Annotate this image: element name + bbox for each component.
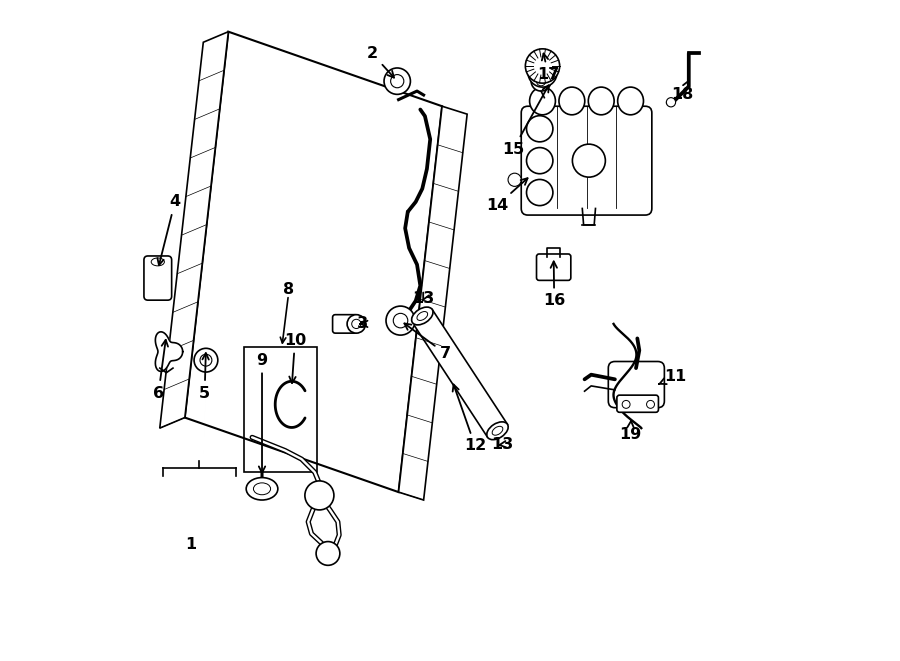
Circle shape xyxy=(526,49,560,83)
FancyBboxPatch shape xyxy=(144,256,172,300)
Text: 1: 1 xyxy=(185,537,196,553)
Circle shape xyxy=(316,541,340,565)
Polygon shape xyxy=(160,32,229,428)
Text: 17: 17 xyxy=(537,54,560,82)
Text: 15: 15 xyxy=(502,85,549,157)
Text: 9: 9 xyxy=(256,353,267,473)
Ellipse shape xyxy=(526,147,553,174)
Text: 8: 8 xyxy=(283,282,294,297)
Ellipse shape xyxy=(526,179,553,206)
Circle shape xyxy=(384,68,410,95)
Text: 14: 14 xyxy=(486,178,527,213)
FancyBboxPatch shape xyxy=(521,106,652,215)
Text: 13: 13 xyxy=(412,292,435,306)
Ellipse shape xyxy=(526,116,553,142)
Text: 13: 13 xyxy=(491,437,514,452)
Text: 4: 4 xyxy=(158,194,181,265)
Circle shape xyxy=(666,98,676,107)
FancyBboxPatch shape xyxy=(608,362,664,408)
Polygon shape xyxy=(399,106,467,500)
FancyBboxPatch shape xyxy=(536,254,571,280)
Text: 12: 12 xyxy=(453,385,486,453)
Polygon shape xyxy=(412,309,508,438)
Text: 6: 6 xyxy=(153,340,168,401)
Circle shape xyxy=(305,481,334,510)
FancyBboxPatch shape xyxy=(616,395,659,412)
Ellipse shape xyxy=(617,87,644,115)
Circle shape xyxy=(347,315,365,333)
Text: 2: 2 xyxy=(366,46,394,77)
Ellipse shape xyxy=(589,87,614,115)
Text: 7: 7 xyxy=(404,323,451,361)
Text: 5: 5 xyxy=(199,353,211,401)
Text: 16: 16 xyxy=(543,261,565,308)
Ellipse shape xyxy=(411,307,433,325)
Text: 18: 18 xyxy=(671,81,693,102)
Circle shape xyxy=(508,173,521,186)
Circle shape xyxy=(622,401,630,408)
Ellipse shape xyxy=(247,478,278,500)
Circle shape xyxy=(528,58,557,87)
Text: 10: 10 xyxy=(284,333,306,383)
Circle shape xyxy=(572,144,606,177)
Ellipse shape xyxy=(559,87,585,115)
Text: 3: 3 xyxy=(357,317,368,331)
Circle shape xyxy=(386,306,415,335)
Circle shape xyxy=(646,401,654,408)
Ellipse shape xyxy=(254,483,271,494)
Polygon shape xyxy=(184,32,442,492)
Ellipse shape xyxy=(487,422,508,440)
Circle shape xyxy=(194,348,218,372)
Polygon shape xyxy=(156,332,183,371)
FancyBboxPatch shape xyxy=(333,315,357,333)
Circle shape xyxy=(531,71,551,91)
Text: 19: 19 xyxy=(619,421,641,442)
Ellipse shape xyxy=(529,87,555,115)
Text: 11: 11 xyxy=(659,369,687,384)
